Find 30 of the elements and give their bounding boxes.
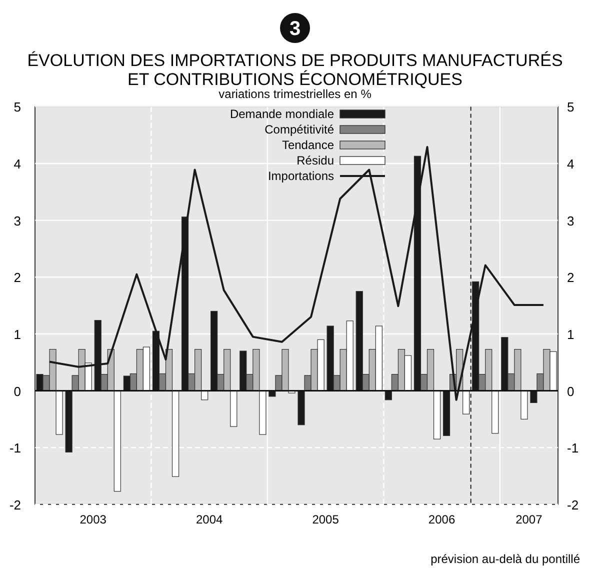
x-tick-label: 2006 (428, 512, 456, 526)
y2-tick-label: 4 (567, 156, 574, 172)
y2-tick-label: 5 (567, 100, 574, 115)
x-tick-label: 2007 (516, 512, 543, 526)
y2-tick-label: 1 (567, 326, 574, 342)
legend-label: Compétitivité (264, 122, 334, 136)
y-tick-label: -2 (9, 497, 21, 512)
y-tick-label: 3 (14, 213, 21, 228)
x-tick-label: 2005 (312, 512, 340, 526)
text: 3 (289, 18, 301, 40)
y2-tick-label: 2 (567, 270, 574, 286)
y-tick-label: 5 (14, 100, 21, 115)
y-tick-label: -1 (9, 440, 21, 456)
y2-tick-label: -1 (567, 440, 579, 456)
legend-label: Résidu (296, 154, 334, 168)
y-tick-label: 4 (14, 156, 21, 172)
x-tick-label: 2004 (196, 512, 224, 526)
y2-tick-label: 3 (567, 213, 574, 228)
legend-label: Demande mondiale (230, 107, 334, 121)
text: prévision au-delà du pontillé (430, 552, 580, 566)
chart-title: ÉVOLUTION DES IMPORTATIONS DE PRODUITS MANUFACTURÉS ET CONTRIBUTIONS ÉCONOMÉTRIQUES (27, 51, 563, 89)
y2-tick-label: -2 (567, 497, 579, 512)
y-tick-label: 2 (14, 270, 21, 286)
legend-label: Importations (268, 169, 334, 183)
y-tick-label: 0 (14, 384, 21, 399)
x-tick-label: 2003 (80, 512, 107, 526)
y2-tick-label: 0 (567, 384, 574, 399)
y-tick-label: 1 (14, 326, 21, 342)
legend-label: Tendance (282, 138, 334, 152)
chart-subtitle: variations trimestrielles en % (218, 87, 372, 101)
